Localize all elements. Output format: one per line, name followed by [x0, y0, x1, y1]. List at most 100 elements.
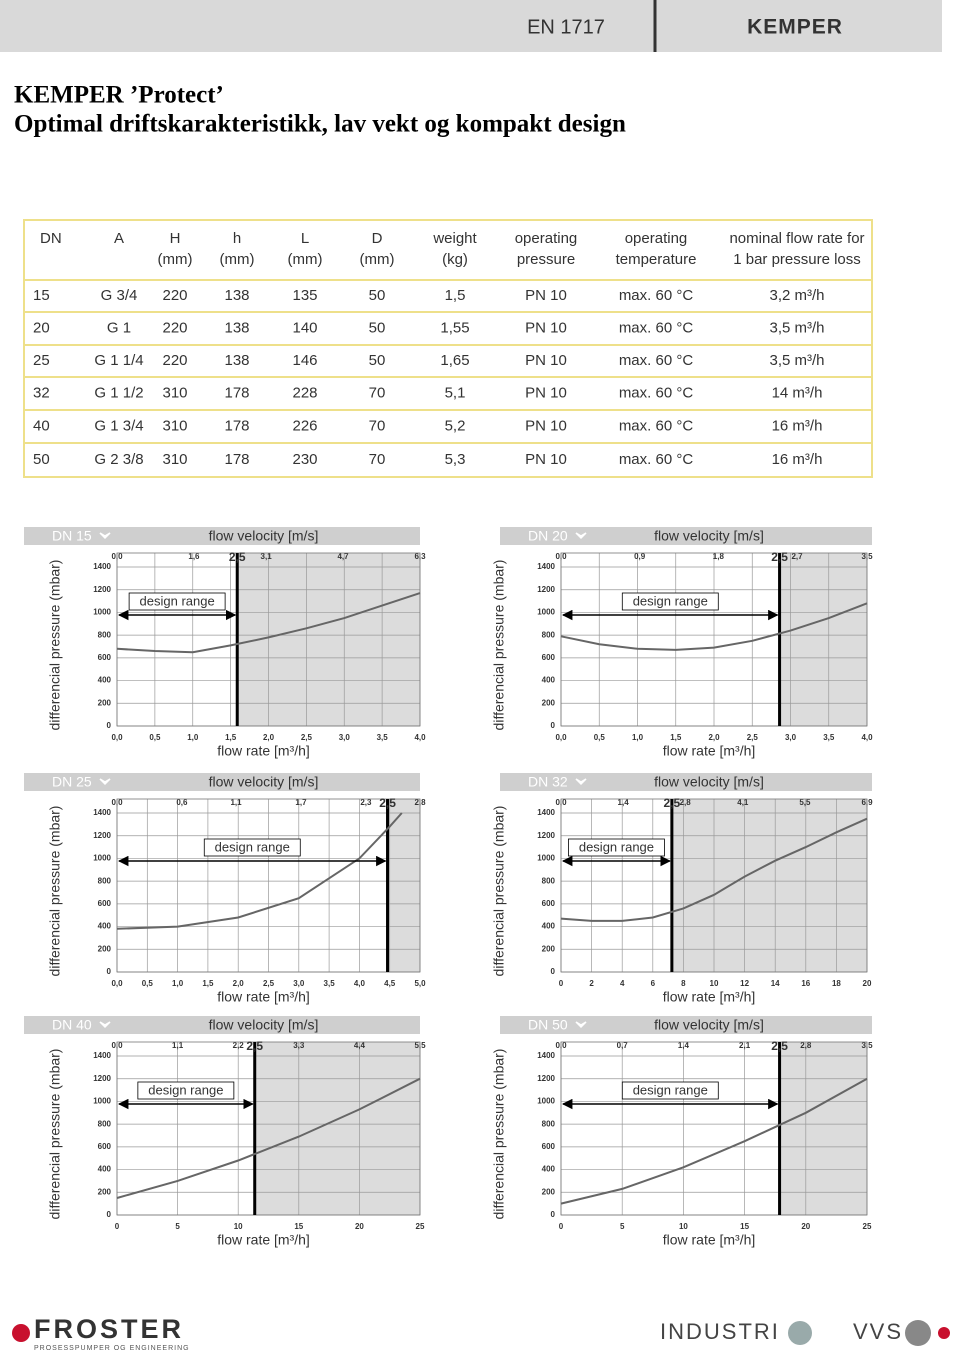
table-cell: PN 10 — [525, 352, 567, 369]
y-tick-label: 1400 — [93, 562, 111, 571]
table-cell: 20 — [33, 319, 50, 336]
table-cell: 140 — [292, 319, 317, 336]
chart-title: DN 40 — [52, 1017, 92, 1033]
table-cell: 16 m³/h — [772, 417, 823, 434]
x-axis-label: flow rate [m³/h] — [217, 1232, 310, 1248]
brand: KEMPER — [747, 16, 843, 39]
x-tick-label: 8 — [681, 979, 686, 988]
x-tick-label: 5 — [620, 1222, 625, 1231]
design-limit-label: 2,5 — [379, 796, 396, 810]
title-line: Optimal driftskarakteristikk, lav vekt o… — [14, 111, 626, 138]
table-cell: 15 — [33, 287, 50, 304]
table-cell: 138 — [224, 287, 249, 304]
x-tick-label: 5,0 — [414, 979, 426, 988]
table-cell: 40 — [33, 417, 50, 434]
table-cell: 310 — [162, 451, 187, 468]
plot-area — [117, 799, 388, 972]
table-cell: 138 — [224, 352, 249, 369]
curve — [116, 812, 403, 930]
y-axis-label: differencial pressure (mbar) — [47, 1049, 63, 1220]
x-tick-label: 25 — [863, 1222, 872, 1231]
table-cell: 228 — [292, 384, 317, 401]
y-tick-label: 400 — [542, 1165, 556, 1174]
x-tick-label: 3,0 — [785, 733, 797, 742]
x-axis-label: flow rate [m³/h] — [217, 743, 310, 759]
y-axis-label: differencial pressure (mbar) — [47, 806, 63, 977]
y-tick-label: 400 — [542, 922, 556, 931]
y-tick-label: 200 — [98, 1187, 112, 1196]
x2-tick-label: 1,6 — [188, 552, 200, 561]
x-tick-label: 2,0 — [708, 733, 720, 742]
out-of-range — [237, 553, 420, 726]
chevron — [99, 778, 111, 786]
design-limit-label: 2,5 — [771, 550, 788, 564]
y-tick-label: 1400 — [537, 808, 555, 817]
curve — [116, 592, 421, 654]
design-limit-label: 2,5 — [229, 550, 246, 564]
y-tick-label: 1200 — [537, 585, 555, 594]
x-tick-label: 2,0 — [233, 979, 245, 988]
table-cell: 3,5 m³/h — [769, 319, 824, 336]
title-bar — [24, 773, 420, 791]
table-cell: 138 — [224, 319, 249, 336]
title-bar — [500, 1016, 872, 1034]
x2-tick-label: 2,2 — [233, 1041, 245, 1050]
annotation-box — [621, 592, 719, 611]
curve — [116, 1077, 421, 1199]
plot-area — [561, 799, 672, 972]
out-of-range — [779, 1042, 867, 1215]
y-tick-label: 800 — [98, 630, 112, 639]
y-tick-label: 200 — [98, 944, 112, 953]
plot-area — [117, 553, 238, 726]
x-tick-label: 0,5 — [142, 979, 154, 988]
table-header: (mm) — [288, 251, 323, 268]
table-cell: 5,1 — [445, 384, 466, 401]
table-cell: max. 60 °C — [619, 417, 694, 434]
y-tick-label: 200 — [542, 944, 556, 953]
segment: INDUSTRI — [660, 1319, 780, 1344]
chart-title: DN 15 — [52, 528, 92, 544]
table-cell: 1,65 — [440, 352, 469, 369]
y-tick-label: 600 — [98, 1142, 112, 1151]
x2-tick-label: 3,3 — [293, 1041, 305, 1050]
table-cell: 5,2 — [445, 417, 466, 434]
table-cell: 14 m³/h — [772, 384, 823, 401]
table-cell: G 1 — [107, 319, 131, 336]
x-tick-label: 0 — [115, 1222, 120, 1231]
curve — [560, 817, 868, 922]
x-tick-label: 2 — [589, 979, 594, 988]
header-bar — [0, 0, 942, 52]
pump-icon — [938, 1327, 950, 1339]
y-tick-label: 1200 — [93, 585, 111, 594]
pump-icon — [905, 1320, 931, 1346]
table-cell: max. 60 °C — [619, 451, 694, 468]
annotation-box — [203, 838, 301, 857]
y-tick-label: 1000 — [537, 1097, 555, 1106]
x2-tick-label: 2,8 — [800, 1041, 812, 1050]
annotation: design range — [215, 839, 290, 854]
pump-icon — [788, 1321, 812, 1345]
y-tick-label: 1000 — [93, 608, 111, 617]
x-tick-label: 0 — [559, 1222, 564, 1231]
table-cell: 226 — [292, 417, 317, 434]
table-cell: max. 60 °C — [619, 352, 694, 369]
title-bar — [24, 527, 420, 545]
x2-tick-label: 4,7 — [337, 552, 349, 561]
x-tick-label: 4,5 — [384, 979, 396, 988]
title-bar — [500, 527, 872, 545]
table-cell: G 3/4 — [101, 287, 138, 304]
table-cell: 50 — [369, 287, 386, 304]
table-cell: 220 — [162, 319, 187, 336]
y-tick-label: 0 — [551, 721, 556, 730]
x2-tick-label: 2,1 — [739, 1041, 751, 1050]
table-cell: 178 — [224, 451, 249, 468]
x-tick-label: 20 — [355, 1222, 364, 1231]
x2-tick-label: 5,5 — [799, 798, 811, 807]
annotation: design range — [633, 1082, 708, 1097]
table-cell: max. 60 °C — [619, 287, 694, 304]
x-tick-label: 18 — [832, 979, 841, 988]
chevron — [99, 532, 111, 540]
y-tick-label: 600 — [98, 653, 112, 662]
logo: FROSTER — [34, 1314, 184, 1344]
table-cell: PN 10 — [525, 287, 567, 304]
